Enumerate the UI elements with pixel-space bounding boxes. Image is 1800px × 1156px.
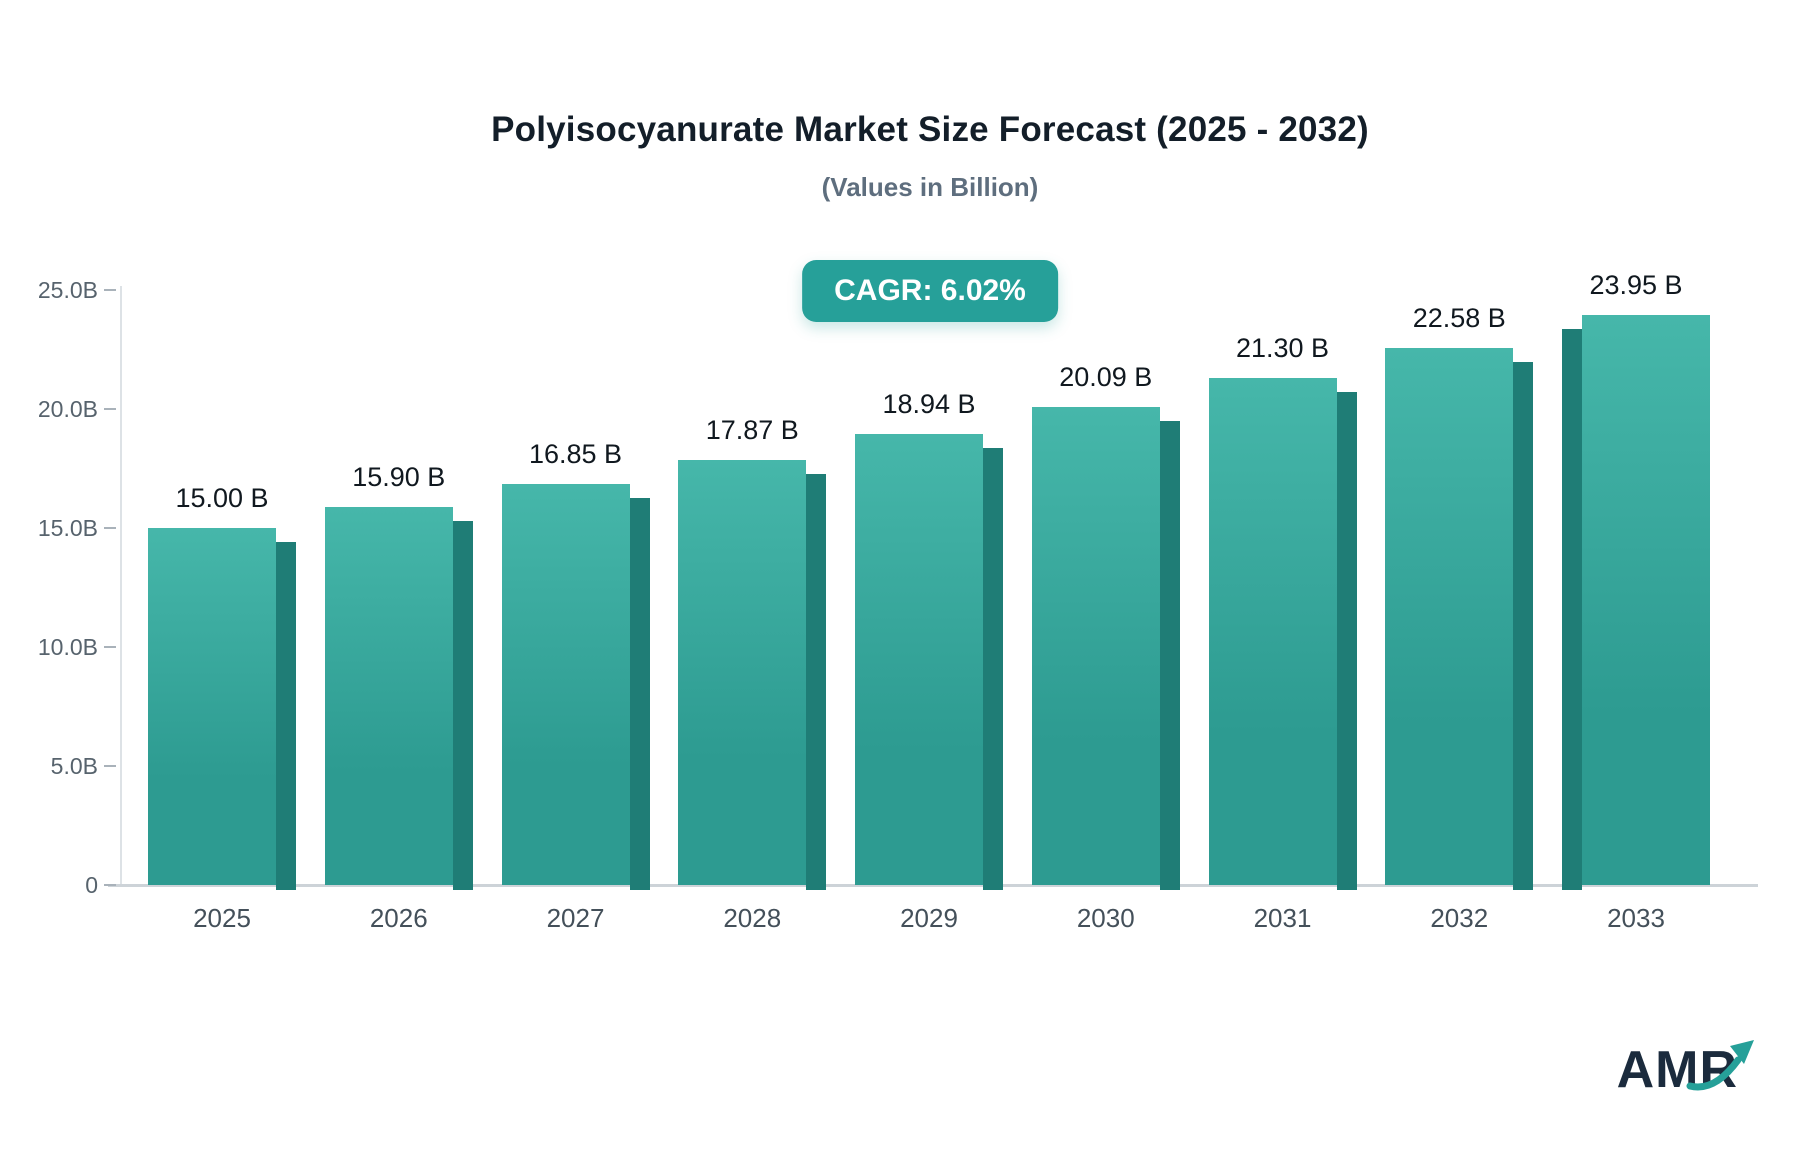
x-axis-line	[108, 884, 1758, 887]
y-tick-mark	[104, 646, 116, 648]
bar-2031: 21.30 B 2031	[1208, 290, 1357, 933]
x-axis-label: 2026	[369, 903, 428, 933]
bar-side-face	[1336, 392, 1357, 890]
y-tick-label: 10.0B	[37, 634, 98, 660]
bar-front-face	[324, 507, 453, 885]
bar-side-face	[1513, 362, 1534, 890]
x-axis-label: 2025	[193, 903, 251, 933]
bar-side-face	[983, 448, 1003, 890]
y-axis-line	[120, 286, 122, 885]
x-axis-label: 2029	[900, 903, 958, 933]
bar-2025: 15.00 B 2025	[148, 290, 296, 933]
cagr-badge: CAGR: 6.02%	[802, 260, 1058, 322]
bar-front-face	[1208, 378, 1337, 885]
bar-value-label: 21.30 B	[1235, 333, 1330, 363]
bar-2030: 20.09 B 2030	[1031, 290, 1180, 933]
bar-value-label: 20.09 B	[1059, 362, 1153, 392]
y-tick-mark	[104, 408, 116, 410]
y-tick-mark	[104, 289, 116, 291]
bar-value-label: 23.95 B	[1589, 270, 1683, 300]
amr-logo-arrow-icon	[1686, 1040, 1754, 1091]
y-tick-mark	[104, 765, 116, 767]
amr-logo: AMR	[1616, 1040, 1754, 1100]
chart-subtitle: (Values in Billion)	[821, 172, 1039, 202]
bar-front-face	[1582, 315, 1710, 885]
bar-value-label: 17.87 B	[705, 415, 799, 445]
bar-value-label: 15.90 B	[352, 462, 446, 492]
bar-side-face	[276, 542, 296, 890]
bar-value-label: 15.00 B	[175, 483, 269, 513]
y-tick-label: 5.0B	[50, 753, 98, 779]
y-tick-mark	[104, 884, 116, 886]
bar-side-face	[452, 521, 473, 890]
cagr-badge-label: CAGR: 6.02%	[834, 274, 1026, 307]
bar-2028: 17.87 B 2028	[678, 290, 827, 933]
bar-front-face	[148, 528, 276, 885]
y-tick-label: 0	[85, 872, 98, 898]
plot-area: 0 5.0B 10.0B 15.0B 20.0B 25.0B 15.00 B 2025 15.…	[38, 270, 1758, 933]
bar-front-face	[855, 434, 983, 885]
bar-front-face	[501, 484, 630, 885]
bar-side-face	[1562, 329, 1582, 890]
bar-2026: 15.90 B 2026	[324, 290, 473, 933]
bar-2032: 22.58 B 2032	[1385, 290, 1534, 933]
bar-side-face	[806, 474, 827, 890]
x-axis-label: 2027	[546, 903, 605, 933]
bar-value-label: 22.58 B	[1412, 303, 1506, 333]
bar-2029: 18.94 B 2029	[855, 290, 1003, 933]
y-tick-label: 25.0B	[37, 277, 98, 303]
chart-title: Polyisocyanurate Market Size Forecast (2…	[491, 110, 1369, 149]
bar-2033: 23.95 B 2033	[1562, 270, 1710, 933]
bars-container: 15.00 B 2025 15.90 B 2026 16.85 B 2027 17.87 B…	[120, 270, 1740, 933]
x-axis-label: 2030	[1076, 903, 1135, 933]
y-tick-mark	[104, 527, 116, 529]
bar-front-face	[1031, 407, 1160, 885]
bar-2027: 16.85 B 2027	[501, 290, 650, 933]
amr-logo-text: AMR	[1616, 1041, 1738, 1099]
bar-value-label: 18.94 B	[882, 389, 976, 419]
x-axis-label: 2028	[723, 903, 782, 933]
bar-side-face	[629, 498, 650, 890]
bar-front-face	[678, 460, 807, 885]
y-tick-label: 15.0B	[37, 515, 98, 541]
bar-side-face	[1159, 421, 1180, 890]
x-axis-label: 2033	[1607, 903, 1665, 933]
bar-value-label: 16.85 B	[528, 439, 623, 469]
x-axis-label: 2031	[1253, 903, 1312, 933]
x-axis-label: 2032	[1430, 903, 1489, 933]
bar-front-face	[1385, 348, 1514, 885]
y-tick-label: 20.0B	[37, 396, 98, 422]
